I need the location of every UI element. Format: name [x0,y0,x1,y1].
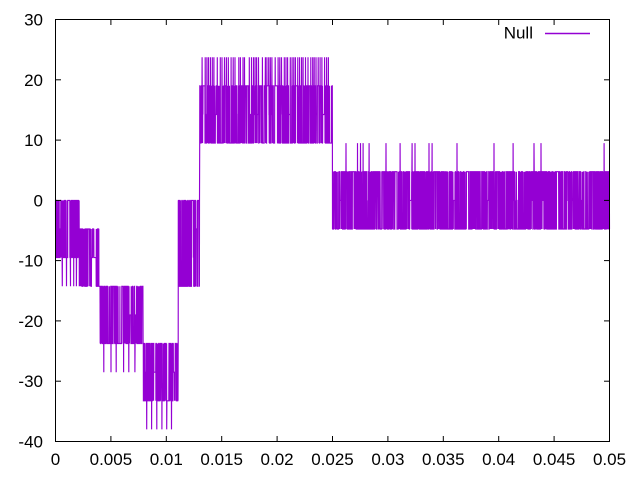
svg-text:0: 0 [51,450,60,469]
svg-text:20: 20 [24,71,43,90]
svg-text:-10: -10 [18,252,43,271]
svg-text:0.035: 0.035 [422,450,465,469]
svg-text:0.005: 0.005 [90,450,133,469]
svg-text:-20: -20 [18,312,43,331]
svg-text:-30: -30 [18,372,43,391]
svg-text:10: 10 [24,131,43,150]
svg-text:30: 30 [24,11,43,30]
svg-text:0.01: 0.01 [150,450,183,469]
svg-text:0.03: 0.03 [371,450,404,469]
svg-text:0: 0 [34,191,43,210]
svg-text:0.025: 0.025 [311,450,354,469]
svg-text:Null: Null [504,24,533,43]
svg-text:0.05: 0.05 [593,450,626,469]
svg-text:0.045: 0.045 [533,450,576,469]
svg-text:-40: -40 [18,433,43,452]
svg-text:0.04: 0.04 [482,450,515,469]
svg-text:0.015: 0.015 [200,450,243,469]
svg-text:0.02: 0.02 [261,450,294,469]
